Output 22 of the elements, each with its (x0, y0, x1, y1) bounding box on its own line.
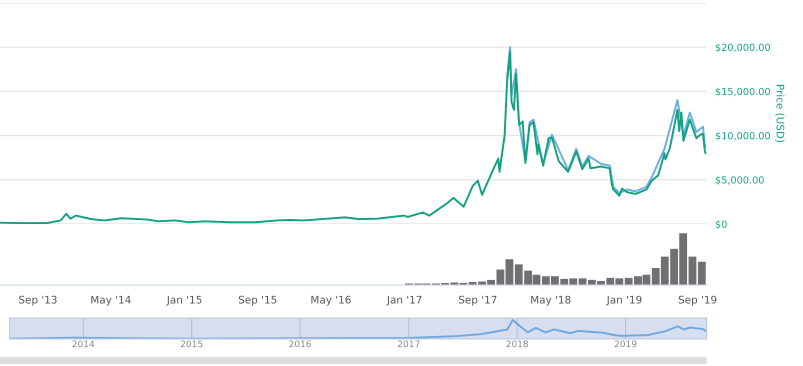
y-tick-label: $0 (716, 220, 727, 230)
x-tick-label: Jan '15 (166, 296, 202, 306)
x-tick-label: 2014 (72, 340, 94, 348)
y-axis-title: Price (USD) (775, 84, 785, 142)
x-tick-label: 2017 (398, 340, 420, 348)
x-tick-label: May '16 (311, 296, 351, 306)
y-tick-label: $10,000.00 (716, 132, 770, 141)
x-tick-label: Sep '19 (678, 296, 716, 306)
x-tick-label: 2016 (289, 340, 311, 348)
y-tick-label: $15,000.00 (716, 88, 770, 96)
y-tick-label: $20,000.00 (716, 43, 770, 52)
x-tick-label: May '18 (531, 296, 570, 306)
y-tick-label: $5,000.00 (716, 176, 764, 185)
x-tick-label: Sep '17 (458, 296, 496, 306)
x-tick-label: May '14 (91, 296, 131, 306)
x-tick-label: Jan '19 (606, 296, 642, 306)
x-tick-label: 2015 (180, 340, 202, 348)
x-tick-label: 2018 (506, 340, 528, 348)
x-tick-label: 2019 (614, 340, 636, 348)
x-tick-label: Jan '17 (386, 296, 422, 306)
x-tick-label: Sep '15 (238, 296, 276, 306)
x-tick-label: Sep '13 (19, 296, 57, 306)
